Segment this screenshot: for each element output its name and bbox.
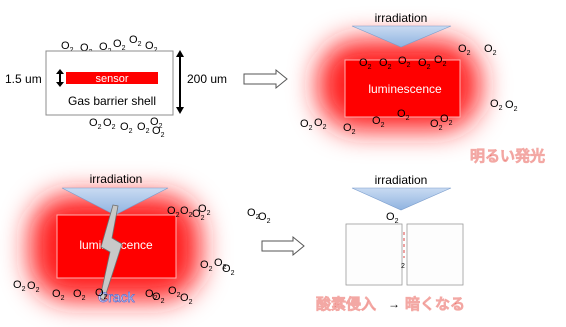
svg-text:O2: O2 [300,118,313,132]
svg-text:O2: O2 [314,117,327,131]
darkens-caption: 暗くなる [405,295,465,313]
arrow-right-1 [243,68,288,90]
luminescence-frame [344,59,461,118]
sensor-fragment-left [345,223,403,286]
svg-text:O2: O2 [180,292,193,306]
svg-text:O2: O2 [484,43,497,57]
thickness-label: 1.5 um [5,72,42,86]
luminescence-label: luminescence [368,82,442,96]
svg-text:O2: O2 [137,121,150,135]
svg-text:O2: O2 [13,279,26,293]
panel-crack: irradiation luminescence Crack O2 O2 O2 … [13,172,271,306]
svg-text:O2: O2 [103,117,116,131]
o2-molecules-bottom: O2 O2 O2 O2 O2 O2 [89,116,165,139]
sensor-fragment-right [406,223,464,286]
svg-text:O2: O2 [505,99,518,113]
svg-text:O2: O2 [458,43,471,57]
irradiation-label: irradiation [375,11,428,25]
svg-text:O2: O2 [386,211,399,225]
thickness-arrow [56,69,64,87]
irradiation-arrow [351,187,452,211]
panel-bright-luminescence: irradiation luminescence O2 O2 O2 O2 O2 … [300,11,545,165]
panel-dark-sensor: irradiation O2 2 酸素侵入 → 暗くなる [316,173,466,313]
svg-text:O2: O2 [113,38,126,52]
luminescence-core [345,60,460,117]
irradiation-label: irradiation [375,173,428,187]
svg-text:O2: O2 [222,263,235,277]
size-arrow [176,50,184,114]
svg-text:2: 2 [401,263,405,270]
size-label: 200 um [187,72,227,86]
svg-text:O2: O2 [490,98,503,112]
shell-label: Gas barrier shell [68,94,156,108]
svg-text:O2: O2 [258,211,271,225]
irradiation-arrow [61,187,169,216]
arrow-right-2 [261,235,305,257]
irradiation-label: irradiation [90,172,143,186]
svg-text:O2: O2 [152,125,165,139]
svg-text:O2: O2 [198,203,211,217]
svg-text:O2: O2 [89,117,102,131]
panel-sensor-structure: O2 O2 O2 O2 O2 O2 sensor Gas barrier she… [5,34,227,139]
svg-text:O2: O2 [180,205,193,219]
crack-label: Crack [98,289,136,305]
sensor-layer [66,72,158,84]
crack-shape [99,204,123,301]
bright-caption: 明るい発光 [470,147,545,165]
svg-text:O2: O2 [200,259,213,273]
oxygen-ingress-caption: 酸素侵入 [316,295,376,313]
sensor-label: sensor [95,73,128,85]
caption-arrow: → [388,297,400,311]
svg-text:O2: O2 [129,34,142,48]
svg-text:O2: O2 [120,121,133,135]
irradiation-arrow [351,25,452,48]
